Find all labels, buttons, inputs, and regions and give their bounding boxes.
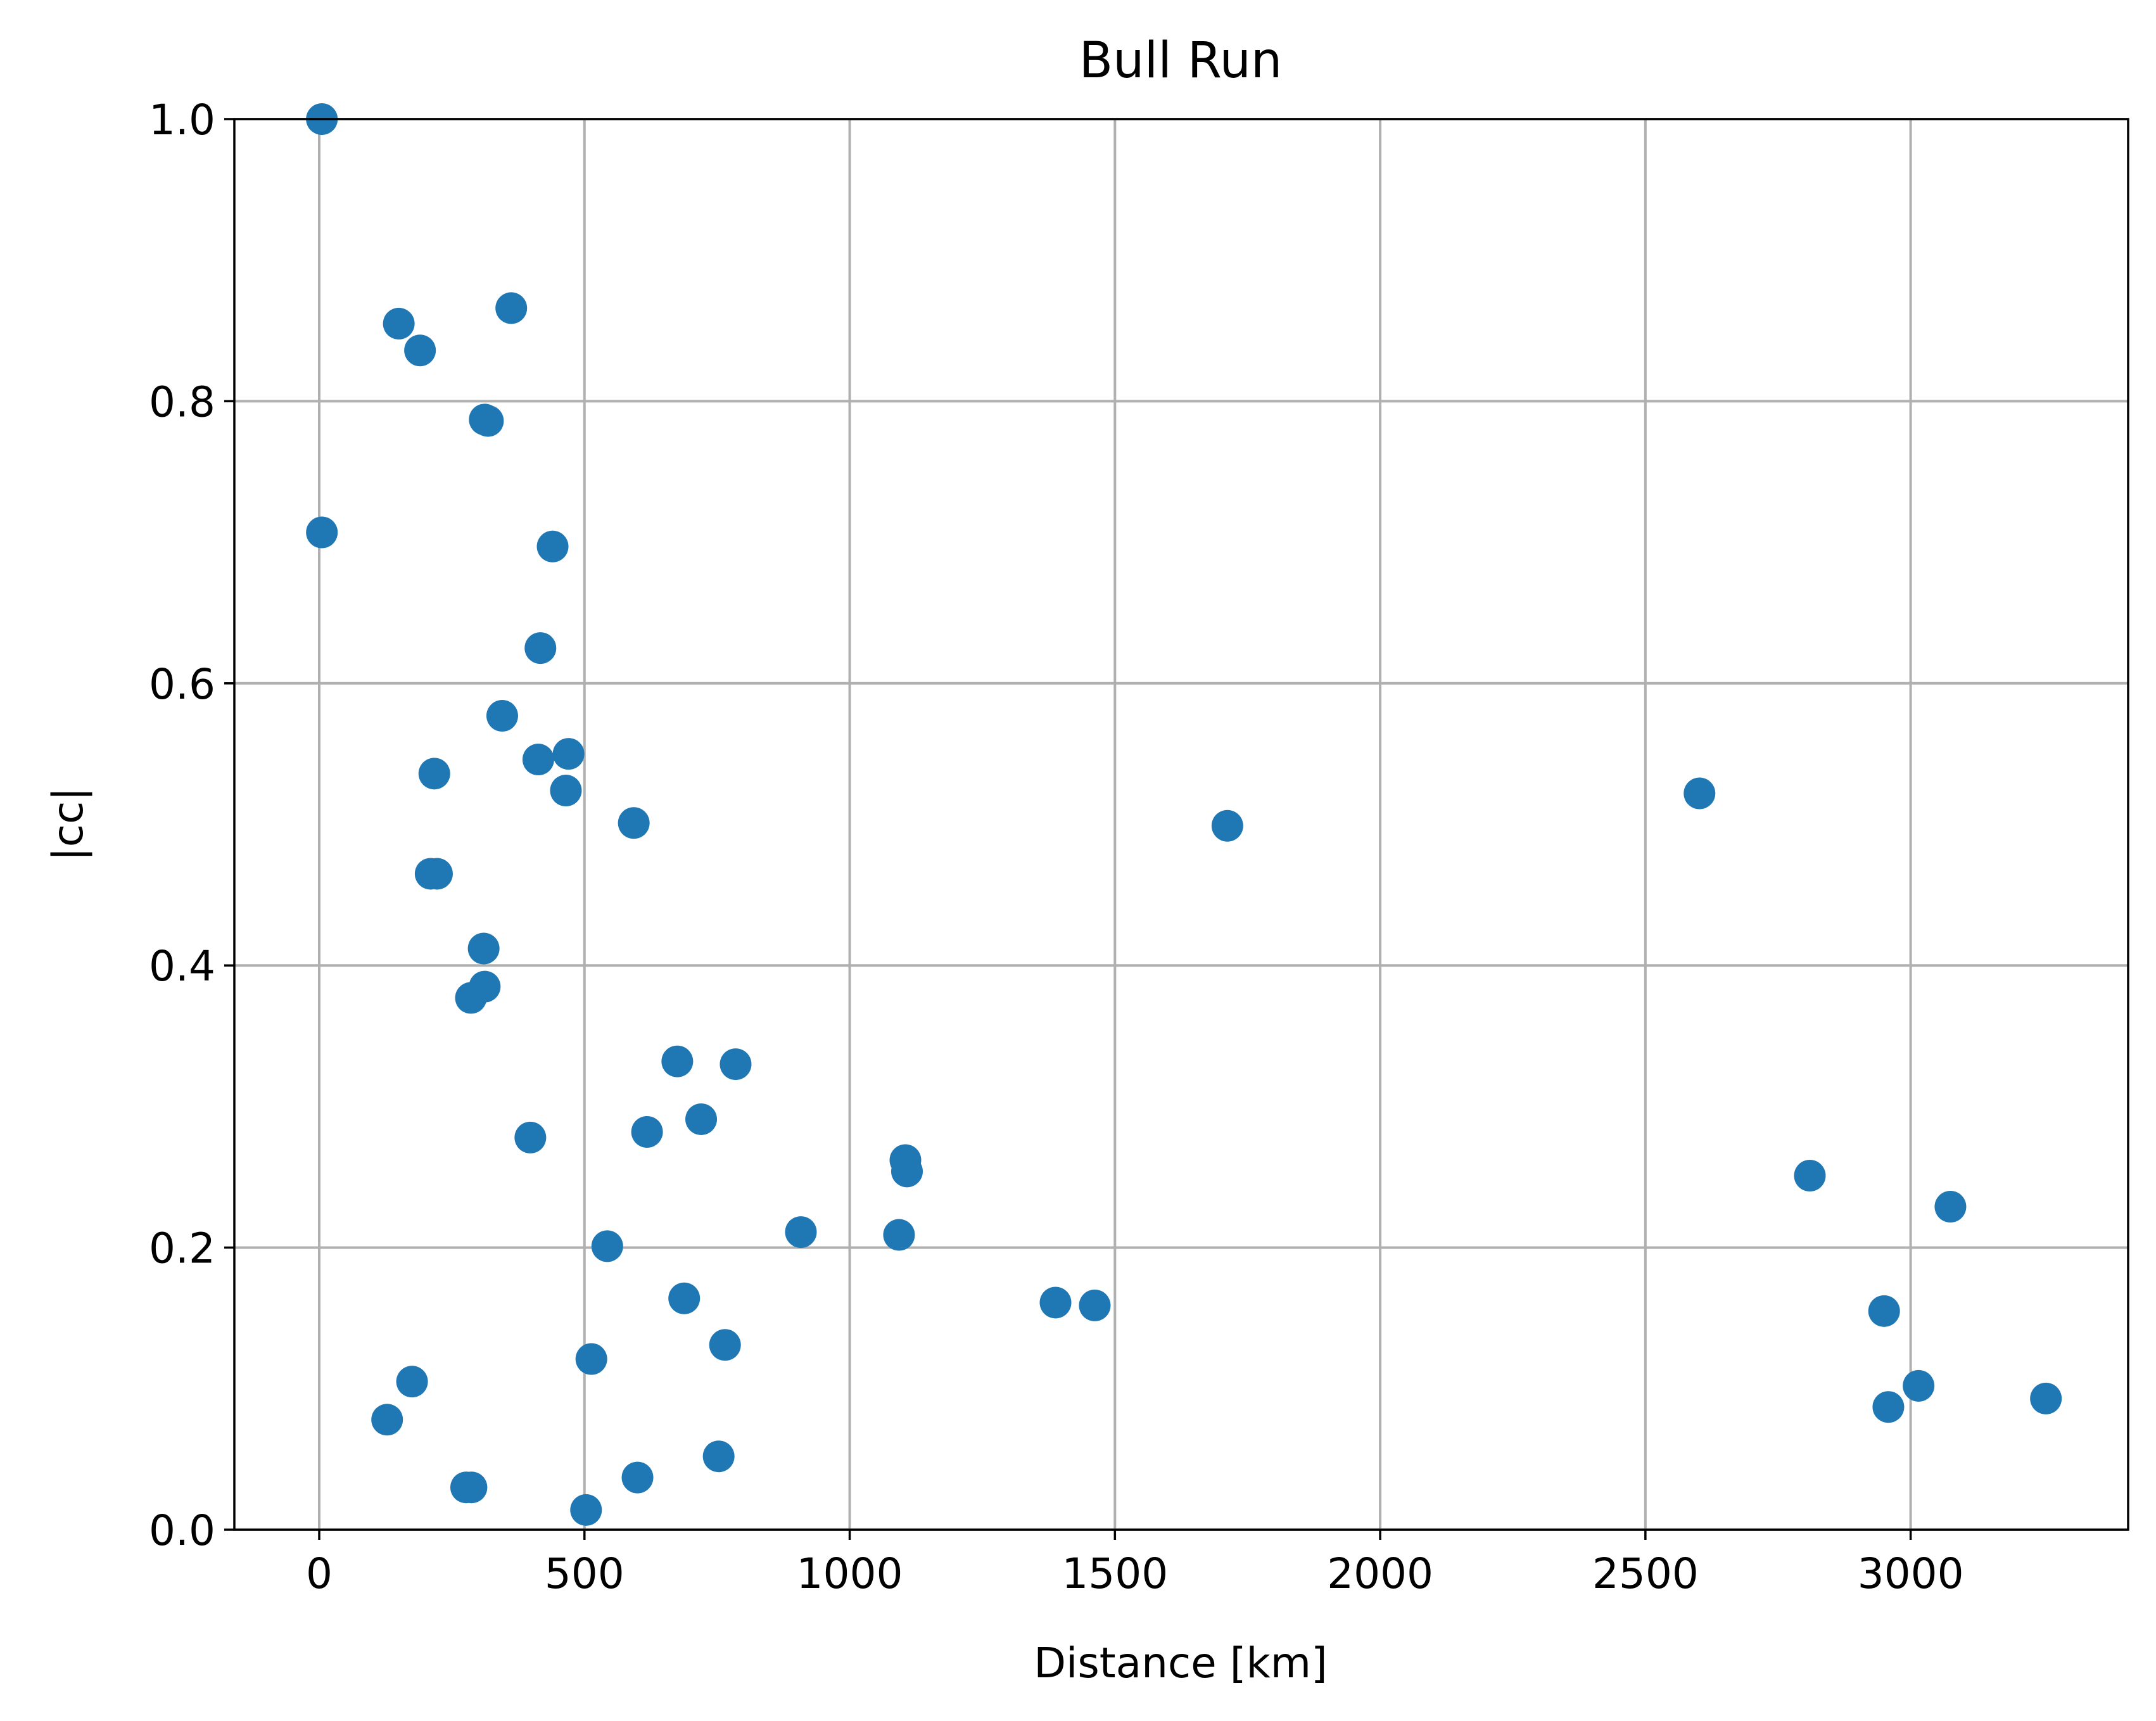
- data-point: [1039, 1286, 1072, 1319]
- data-point: [618, 807, 650, 839]
- data-point: [685, 1103, 718, 1135]
- plot-area-frame: [233, 118, 2129, 1531]
- x-tick-label: 2500: [1592, 1549, 1699, 1598]
- data-point: [570, 1494, 602, 1526]
- y-tick-label: 1.0: [149, 96, 215, 144]
- data-point: [486, 700, 518, 732]
- data-point: [621, 1461, 654, 1494]
- data-point: [552, 738, 585, 770]
- data-point: [404, 334, 436, 367]
- chart-title: Bull Run: [1079, 32, 1283, 89]
- data-point: [1868, 1295, 1900, 1327]
- data-point: [668, 1282, 701, 1314]
- data-point: [495, 292, 528, 324]
- data-point: [306, 516, 338, 549]
- data-point: [522, 744, 554, 776]
- data-point: [2030, 1382, 2062, 1414]
- data-point: [467, 932, 500, 965]
- data-point: [591, 1230, 623, 1262]
- x-tick-label: 0: [306, 1549, 333, 1598]
- data-point: [891, 1155, 923, 1188]
- y-tick-label: 0.8: [149, 378, 215, 426]
- data-point: [455, 982, 487, 1014]
- data-point: [709, 1329, 741, 1361]
- y-tick-label: 0.6: [149, 660, 215, 709]
- x-axis-label: Distance [km]: [1034, 1639, 1328, 1687]
- data-point: [1079, 1289, 1111, 1321]
- data-point: [524, 632, 557, 664]
- data-point: [1794, 1160, 1826, 1192]
- data-point: [383, 307, 415, 340]
- y-tick-label: 0.4: [149, 942, 215, 991]
- data-point: [1684, 777, 1716, 810]
- y-tick-label: 0.0: [149, 1506, 215, 1555]
- data-point: [720, 1048, 752, 1081]
- data-point: [575, 1343, 607, 1375]
- x-tick-label: 1500: [1062, 1549, 1168, 1598]
- data-points: [306, 103, 2062, 1526]
- data-point: [631, 1115, 663, 1148]
- y-axis-label: |cc|: [44, 787, 92, 861]
- data-point: [371, 1404, 403, 1436]
- data-point: [550, 775, 582, 807]
- x-tick-label: 500: [545, 1549, 625, 1598]
- data-point: [1903, 1369, 1935, 1402]
- data-point: [661, 1045, 694, 1077]
- data-point: [1934, 1191, 1967, 1223]
- data-point: [455, 1471, 488, 1504]
- x-tick-label: 2000: [1327, 1549, 1433, 1598]
- data-point: [536, 530, 569, 562]
- y-tick-label: 0.2: [149, 1224, 215, 1273]
- data-point: [514, 1121, 547, 1153]
- data-point: [418, 758, 450, 790]
- x-axis-ticks: 0 500 1000 1500 2000 2500 3000: [306, 1530, 1964, 1598]
- x-tick-label: 1000: [797, 1549, 903, 1598]
- y-axis-ticks: 0.0 0.2 0.4 0.6 0.8 1.0: [149, 96, 234, 1555]
- data-point: [1211, 810, 1243, 842]
- data-point: [396, 1366, 428, 1398]
- data-point: [883, 1219, 915, 1251]
- data-point: [472, 405, 504, 437]
- data-point: [421, 858, 453, 890]
- data-point: [702, 1440, 735, 1473]
- data-point: [785, 1216, 817, 1248]
- data-point: [1872, 1391, 1905, 1423]
- x-tick-label: 3000: [1858, 1549, 1964, 1598]
